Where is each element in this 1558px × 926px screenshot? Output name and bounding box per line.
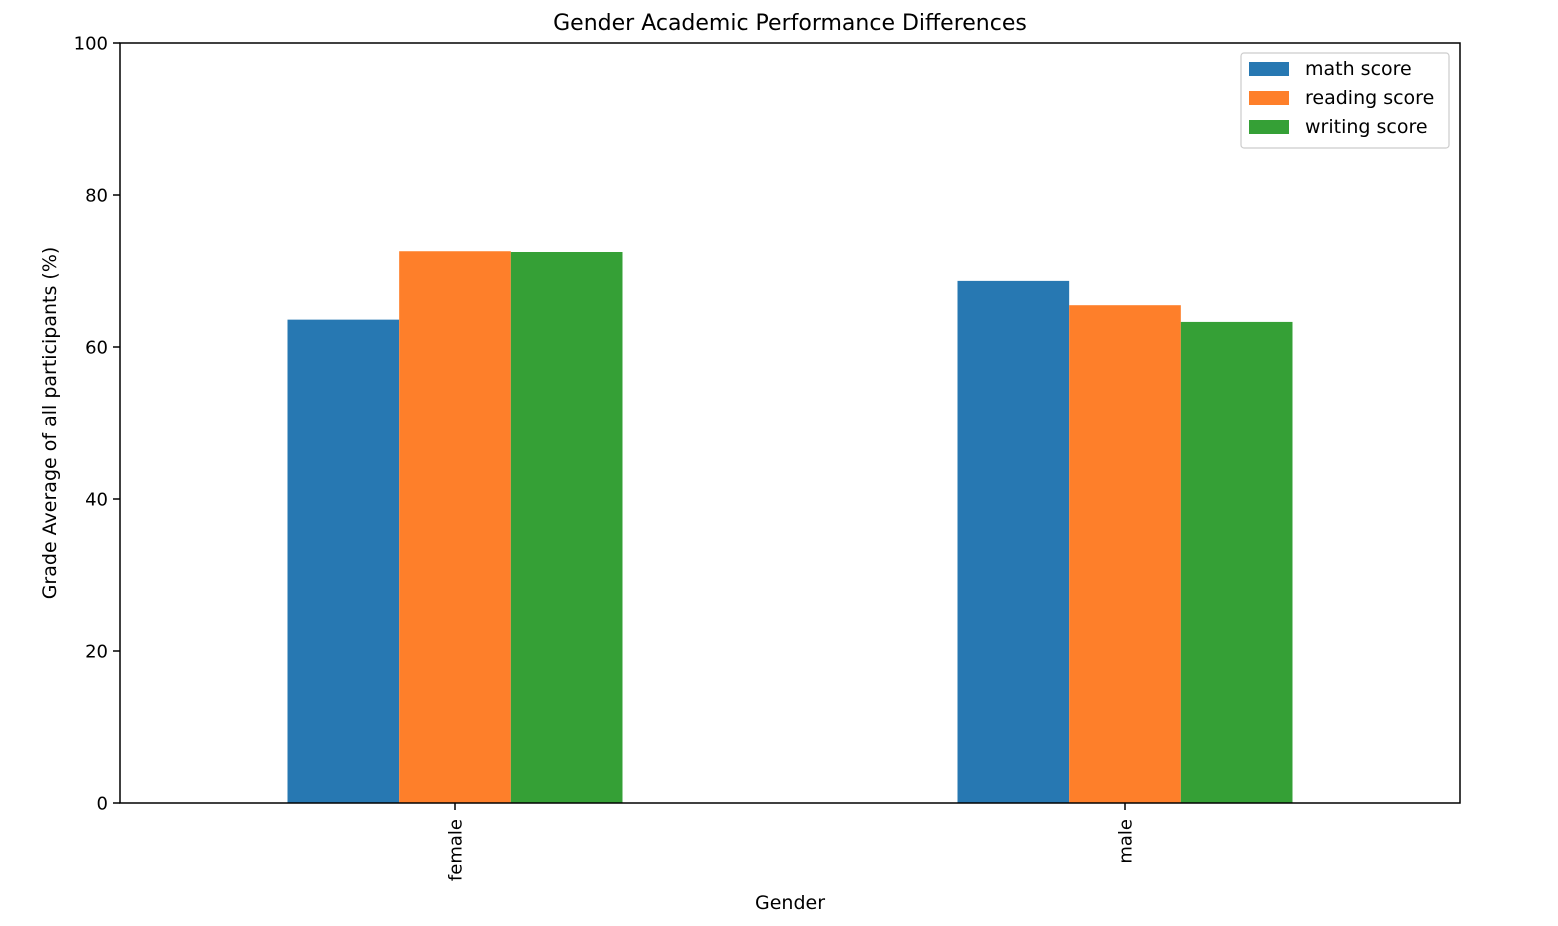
y-tick-label: 40 [85, 490, 108, 511]
bars-group [287, 251, 1293, 804]
legend: math score reading score writing score [1240, 52, 1450, 149]
legend-swatch [1249, 91, 1289, 105]
bar-writing-score-female [510, 252, 623, 803]
legend-label: writing score [1305, 116, 1428, 138]
x-axis: female male [446, 803, 1137, 881]
y-tick-label: 80 [85, 186, 108, 207]
legend-swatch [1249, 120, 1289, 134]
plot-frame [119, 42, 1461, 804]
x-tick-label: female [446, 819, 467, 881]
x-axis-label: Gender [755, 892, 825, 914]
legend-frame [1240, 52, 1450, 149]
y-axis: 0 20 40 60 80 100 [74, 34, 120, 815]
legend-label: reading score [1305, 87, 1434, 109]
bar-math-score-female [287, 319, 400, 803]
y-axis-label: Grade Average of all participants (%) [39, 247, 61, 600]
bar-reading-score-female [399, 251, 511, 804]
y-tick-label: 100 [74, 34, 108, 55]
chart-title: Gender Academic Performance Differences [553, 11, 1027, 36]
x-tick-label: male [1116, 819, 1137, 864]
bar-reading-score-male [1069, 305, 1181, 803]
legend-label: math score [1305, 58, 1412, 80]
bar-math-score-male [957, 280, 1070, 803]
legend-swatch [1249, 62, 1289, 76]
y-tick-label: 20 [85, 642, 108, 663]
y-tick-label: 60 [85, 338, 108, 359]
y-tick-label: 0 [97, 794, 108, 815]
bar-writing-score-male [1180, 321, 1293, 803]
